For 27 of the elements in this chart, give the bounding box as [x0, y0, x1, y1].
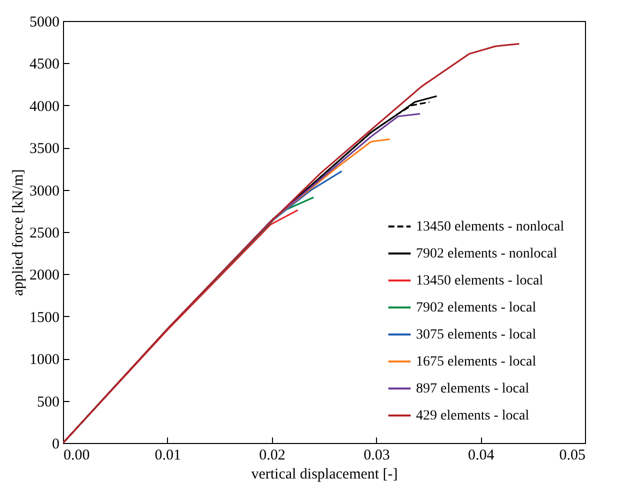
y-tick-label: 5000 [30, 14, 60, 30]
legend-label: 1675 elements - local [416, 354, 536, 370]
legend-label: 13450 elements - local [416, 274, 544, 288]
x-tick-label: 0.01 [154, 448, 182, 464]
y-tick-label: 2000 [30, 268, 60, 284]
y-tick-label: 1500 [30, 310, 60, 326]
x-tick-label: 0.05 [559, 448, 586, 464]
legend-label: 429 elements - local [416, 408, 530, 424]
y-tick-label: 500 [37, 394, 60, 410]
x-tick-label: 0.00 [64, 448, 90, 464]
legend-label: 7902 elements - nonlocal [416, 246, 558, 262]
legend-label: 13450 elements - nonlocal [416, 220, 564, 234]
y-axis-title: applied force [kN/m] [10, 169, 26, 296]
x-axis-title: vertical displacement [-] [251, 466, 398, 482]
legend-label: 897 elements - local [416, 382, 530, 396]
y-tick-label: 1000 [30, 352, 60, 368]
y-tick-label: 4000 [30, 98, 60, 115]
y-tick-label: 3000 [30, 183, 60, 200]
x-tick-label: 0.02 [259, 448, 286, 464]
legend-label: 3075 elements - local [416, 328, 536, 342]
y-tick-label: 3500 [30, 141, 60, 158]
y-tick-label: 4500 [30, 56, 60, 73]
x-tick-label: 0.03 [364, 448, 390, 464]
legend-label: 7902 elements - local [416, 300, 536, 316]
y-tick-label: 0 [52, 436, 60, 452]
y-tick-label: 2500 [30, 226, 60, 242]
x-tick-label: 0.04 [468, 448, 495, 464]
